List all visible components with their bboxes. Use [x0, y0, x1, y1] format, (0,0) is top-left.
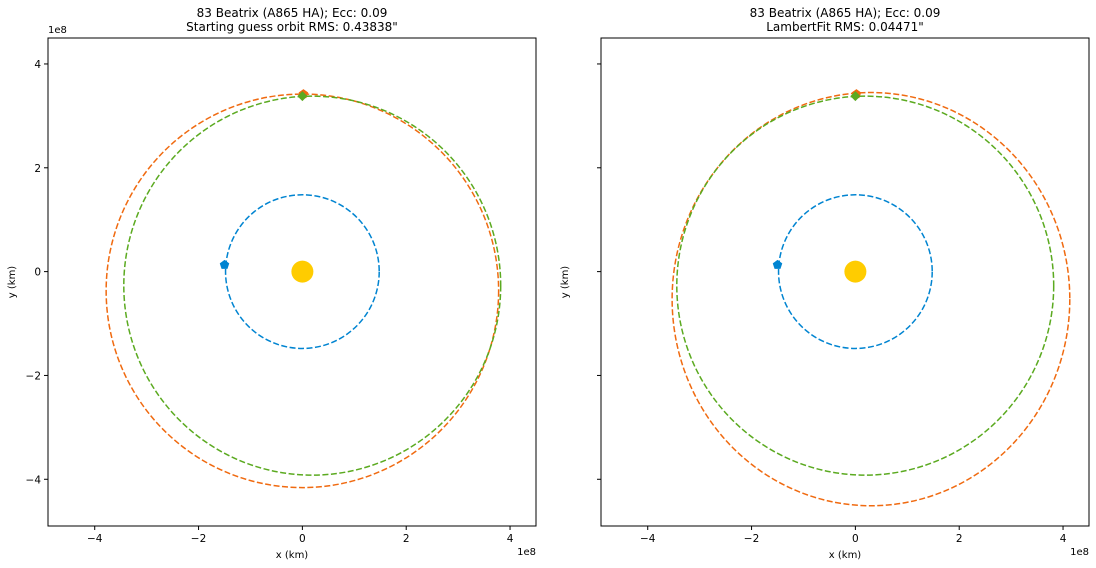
chart-2-plot-area — [671, 89, 1071, 507]
chart-2-title: 83 Beatrix (A865 HA); Ecc: 0.09 — [750, 6, 941, 20]
chart-1-ytick-label: 0 — [34, 267, 41, 279]
chart-2-xtick-label: 4 — [1060, 533, 1067, 545]
chart-1-title: 83 Beatrix (A865 HA); Ecc: 0.09 — [197, 6, 388, 20]
chart-1-x-multiplier: 1e8 — [517, 547, 536, 558]
chart-2-xtick-label: −2 — [744, 533, 759, 545]
chart-1-xtick-label: −4 — [87, 533, 103, 545]
chart-1-subtitle: Starting guess orbit RMS: 0.43838" — [186, 20, 398, 34]
chart-1-y-multiplier: 1e8 — [48, 25, 67, 36]
chart-1-xtick-label: −2 — [191, 533, 206, 545]
chart-2-subtitle: LambertFit RMS: 0.04471" — [766, 20, 924, 34]
chart-2-xtick-label: −4 — [640, 533, 656, 545]
chart-2-axes-frame — [600, 37, 1090, 527]
chart-2-orbit-2 — [671, 91, 1071, 507]
chart-2-panel: 83 Beatrix (A865 HA); Ecc: 0.09LambertFi… — [560, 6, 1090, 561]
chart-2-orbit-1 — [777, 194, 933, 350]
chart-1-orbit-1 — [224, 194, 380, 350]
chart-1-ytick-label: 2 — [34, 163, 41, 175]
chart-1-xtick-label: 2 — [403, 533, 410, 545]
chart-1-orbit-2 — [105, 93, 500, 489]
chart-1-marker-3 — [297, 91, 308, 102]
chart-1-x-axis-label: x (km) — [276, 550, 309, 561]
chart-1-plot-area — [105, 89, 502, 489]
chart-1-ytick-label: −2 — [26, 370, 41, 382]
chart-1-axes-frame — [47, 37, 537, 527]
chart-2-orbit-3 — [676, 95, 1055, 476]
chart-2-xtick-label: 2 — [956, 533, 963, 545]
chart-1-y-axis-label: y (km) — [7, 266, 18, 299]
chart-1-sun-marker — [291, 260, 314, 283]
chart-2-marker-3 — [850, 91, 861, 102]
chart-1-xtick-label: 4 — [507, 533, 514, 545]
chart-1-orbit-3 — [123, 95, 502, 476]
chart-2-xtick-label: 0 — [852, 533, 859, 545]
chart-1-panel: 83 Beatrix (A865 HA); Ecc: 0.09Starting … — [7, 6, 537, 561]
chart-1-marker-1 — [219, 259, 230, 269]
chart-2-sun-marker — [844, 260, 867, 283]
chart-2-marker-1 — [772, 259, 783, 269]
chart-1-ytick-label: 4 — [34, 59, 41, 71]
chart-2-y-axis-label: y (km) — [560, 266, 571, 299]
chart-2-x-multiplier: 1e8 — [1070, 547, 1089, 558]
chart-2-x-axis-label: x (km) — [829, 550, 862, 561]
chart-1-ytick-label: −4 — [26, 474, 42, 486]
chart-1-xtick-label: 0 — [299, 533, 306, 545]
